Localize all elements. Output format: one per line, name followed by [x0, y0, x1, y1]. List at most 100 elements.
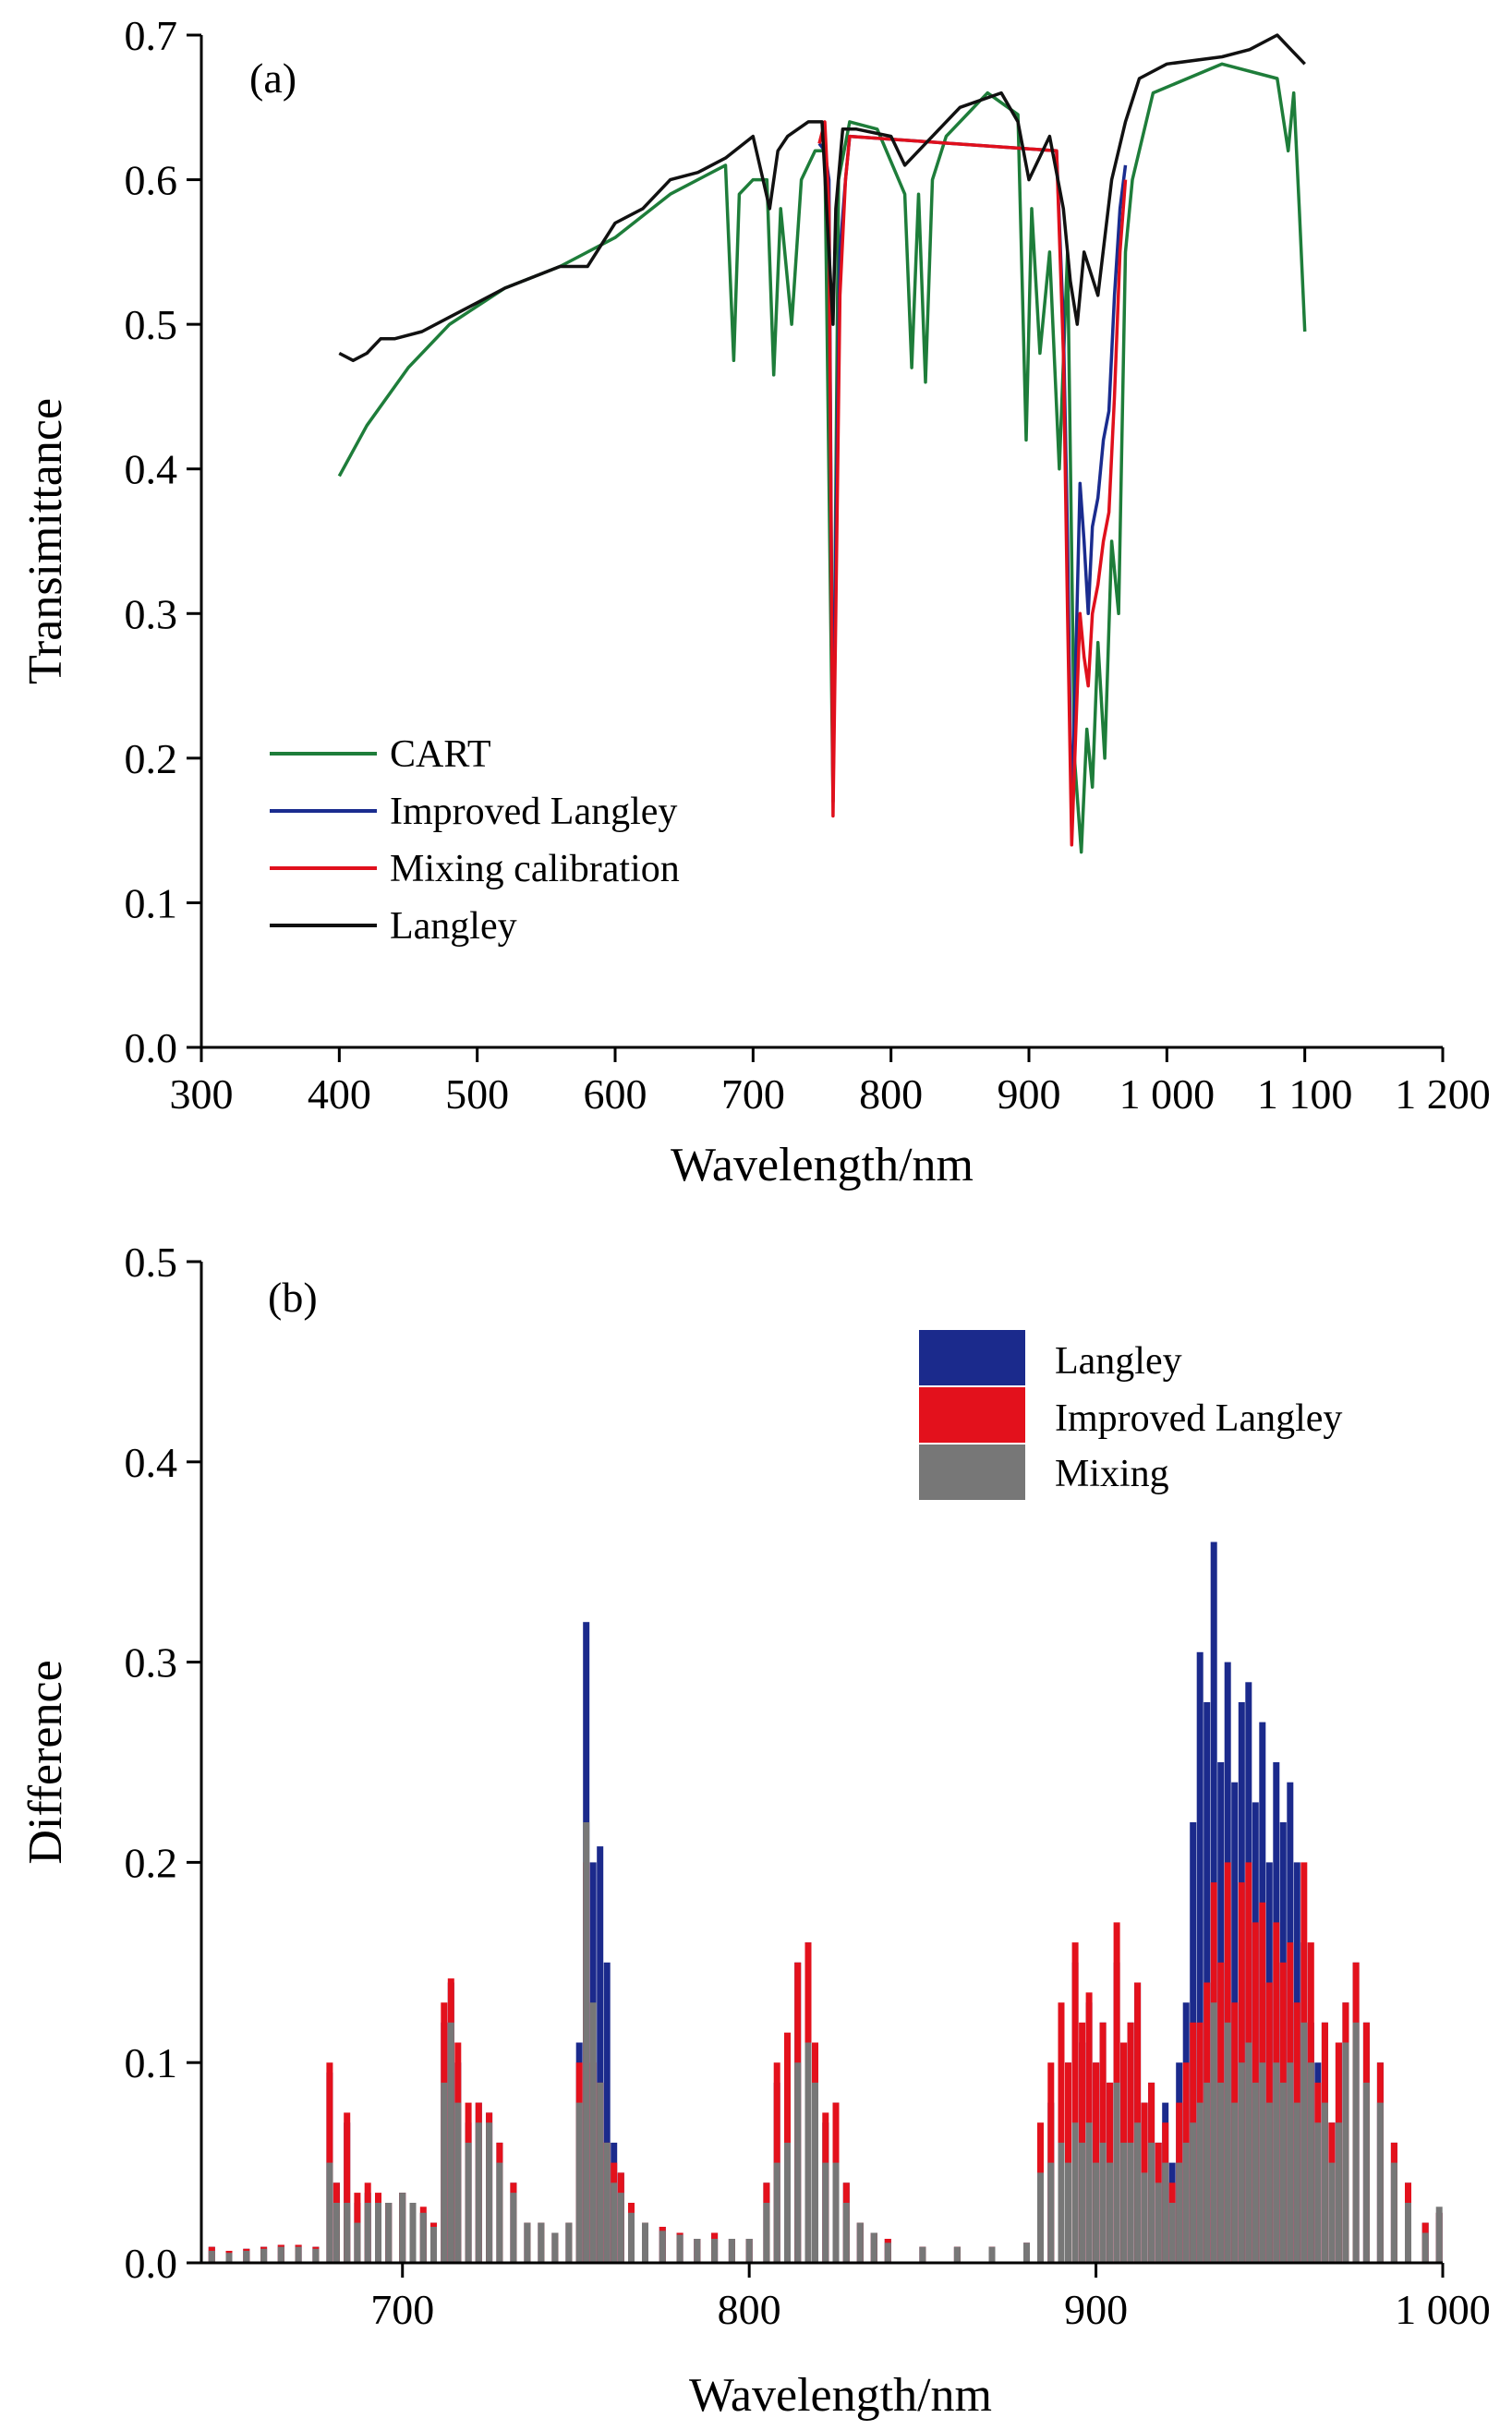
bar-mixing: [1362, 2082, 1370, 2263]
bar-mixing: [1113, 2082, 1120, 2263]
bar-mixing: [1273, 2062, 1280, 2263]
legend-b-mixing-swatch: [919, 1445, 1025, 1500]
bar-mixing: [225, 2253, 233, 2263]
bar-mixing: [551, 2232, 559, 2263]
y-tick-label: 0.4: [125, 446, 178, 493]
legend-b-langley-label: Langley: [1055, 1340, 1182, 1383]
x-tick-label: 1 100: [1257, 1070, 1353, 1118]
bar-mixing: [295, 2246, 302, 2263]
bar-mixing: [1252, 2082, 1259, 2263]
panel-b-y-ticks: 0.0 0.1 0.2 0.3 0.4 0.5: [125, 1239, 201, 2287]
bar-mixing: [565, 2222, 573, 2263]
legend-b-improved-langley-swatch: [919, 1387, 1025, 1443]
bar-mixing: [1120, 2142, 1128, 2263]
panel-a-y-axis-title: Transimittance: [19, 398, 72, 684]
bar-mixing: [1217, 2082, 1225, 2263]
bar-mixing: [773, 2162, 780, 2263]
panel-a-series-group: [337, 33, 1307, 854]
x-tick-label: 800: [718, 2286, 781, 2333]
bar-mixing: [822, 2162, 829, 2263]
bar-mixing: [1376, 2102, 1384, 2263]
bar-mixing: [454, 2102, 462, 2263]
bar-mixing: [1328, 2162, 1336, 2263]
bar-improved-langley: [1058, 2002, 1065, 2263]
bar-mixing: [364, 2203, 371, 2263]
bar-mixing: [659, 2231, 666, 2263]
panel-a-label: (a): [249, 54, 296, 102]
bar-mixing: [1168, 2203, 1176, 2263]
panel-b-bars-group: [208, 1541, 1443, 2263]
bar-mixing: [1023, 2243, 1030, 2263]
bar-langley: [597, 1846, 604, 2263]
bar-mixing: [988, 2246, 996, 2263]
bar-mixing: [745, 2239, 753, 2263]
bar-mixing: [763, 2203, 770, 2263]
x-tick-label: 900: [1064, 2286, 1128, 2333]
panel-b-x-axis-title: Wavelength/nm: [689, 2369, 992, 2422]
bar-mixing: [1314, 2122, 1322, 2263]
bar-mixing: [354, 2222, 361, 2263]
panel-a-x-ticks: 300 400 500 600 700 800 900 1 000 1 100 1 200: [170, 1047, 1491, 1118]
bar-mixing: [1390, 2162, 1397, 2263]
bar-mixing: [344, 2203, 351, 2263]
legend-b-langley-swatch: [919, 1330, 1025, 1385]
bar-mixing: [1405, 2203, 1411, 2263]
y-tick-label: 0.5: [125, 301, 178, 348]
bar-mixing: [728, 2239, 735, 2263]
bar-mixing: [694, 2239, 701, 2263]
series-line-langley: [338, 33, 1306, 363]
y-tick-label: 0.0: [125, 2240, 178, 2287]
bar-mixing: [597, 2082, 604, 2263]
legend-a-mixing-calibration-label: Mixing calibration: [390, 848, 680, 890]
bar-mixing: [1259, 2062, 1266, 2263]
bar-mixing: [583, 1822, 590, 2263]
bar-mixing: [856, 2222, 864, 2263]
bar-mixing: [603, 2142, 611, 2263]
bar-mixing: [312, 2248, 320, 2263]
bar-mixing: [1421, 2232, 1429, 2263]
y-tick-label: 0.3: [125, 590, 178, 637]
bar-mixing: [1293, 2102, 1300, 2263]
bar-mixing: [919, 2246, 926, 2263]
bar-mixing: [1321, 2102, 1328, 2263]
x-tick-label: 1 000: [1395, 2286, 1491, 2333]
bar-mixing: [538, 2222, 545, 2263]
panel-b-y-axis-title: Difference: [19, 1660, 72, 1864]
x-tick-label: 800: [859, 1070, 923, 1118]
bar-mixing: [628, 2212, 635, 2263]
bar-mixing: [1210, 2002, 1217, 2263]
legend-b-improved-langley-label: Improved Langley: [1055, 1397, 1342, 1440]
bar-mixing: [243, 2251, 250, 2263]
bar-mixing: [711, 2239, 719, 2263]
y-tick-label: 0.2: [125, 735, 178, 782]
x-tick-label: 700: [721, 1070, 785, 1118]
bar-mixing: [1231, 2102, 1239, 2263]
bar-mixing: [1204, 2082, 1211, 2263]
bar-mixing: [1037, 2172, 1044, 2263]
bar-mixing: [1141, 2172, 1148, 2263]
bar-mixing: [475, 2122, 482, 2263]
bar-mixing: [375, 2203, 381, 2263]
bar-mixing: [1196, 2102, 1204, 2263]
bar-mixing: [676, 2234, 683, 2263]
bar-mixing: [447, 2022, 454, 2263]
bar-mixing: [1245, 2042, 1252, 2263]
bar-mixing: [333, 2203, 340, 2263]
bar-mixing: [1071, 2122, 1079, 2263]
bar-mixing: [1342, 2042, 1349, 2263]
series-line-mixing-calibration: [817, 120, 1128, 847]
x-tick-label: 700: [370, 2286, 434, 2333]
y-tick-label: 0.1: [125, 2039, 178, 2086]
bar-mixing: [385, 2203, 393, 2263]
y-tick-label: 0.2: [125, 1839, 178, 1886]
bar-mixing: [1190, 2122, 1197, 2263]
bar-mixing: [1182, 2142, 1190, 2263]
x-tick-label: 300: [170, 1070, 234, 1118]
legend-b-mixing-label: Mixing: [1055, 1453, 1169, 1495]
bar-mixing: [1065, 2162, 1071, 2263]
panel-a-legend: CART Improved Langley Mixing calibration…: [270, 733, 680, 948]
bar-mixing: [1099, 2142, 1107, 2263]
panel-a-transmittance-chart: 300 400 500 600 700 800 900 1 000 1 100 1 200 0.0…: [19, 12, 1491, 1191]
bar-mixing: [1265, 2102, 1273, 2263]
